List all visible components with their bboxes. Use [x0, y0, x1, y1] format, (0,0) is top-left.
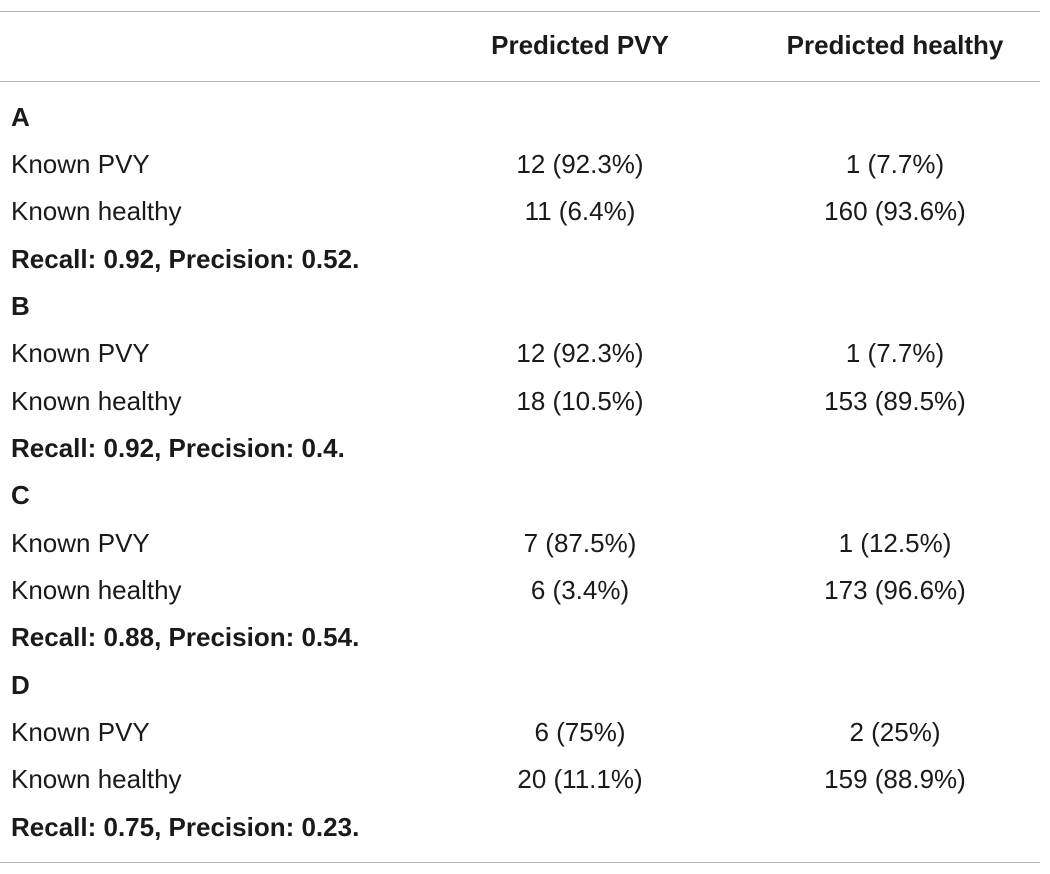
table-row: Known healthy 6 (3.4%) 173 (96.6%): [0, 567, 1040, 614]
header-predicted-healthy: Predicted healthy: [786, 30, 1004, 60]
table-row: Known PVY 12 (92.3%) 1 (7.7%): [0, 141, 1040, 188]
cell-predicted-healthy: 1 (7.7%): [845, 338, 945, 368]
summary-text: Recall: 0.92, Precision: 0.4.: [11, 433, 345, 463]
section-label-row: A: [0, 94, 1040, 141]
table-row: Known healthy 11 (6.4%) 160 (93.6%): [0, 188, 1040, 235]
section-label-row: B: [0, 283, 1040, 330]
summary-row: Recall: 0.88, Precision: 0.54.: [0, 614, 1040, 661]
section-label-row: D: [0, 662, 1040, 709]
section-label: B: [11, 291, 30, 321]
row-label: Known healthy: [11, 386, 182, 416]
cell-predicted-healthy: 153 (89.5%): [824, 386, 966, 416]
section-label: D: [11, 670, 30, 700]
row-label: Known healthy: [11, 764, 182, 794]
cell-predicted-pvy: 6 (3.4%): [530, 575, 630, 605]
summary-text: Recall: 0.92, Precision: 0.52.: [11, 244, 360, 274]
row-label: Known healthy: [11, 196, 182, 226]
row-label: Known PVY: [11, 528, 150, 558]
summary-row: Recall: 0.92, Precision: 0.4.: [0, 425, 1040, 472]
summary-text: Recall: 0.75, Precision: 0.23.: [11, 812, 360, 842]
summary-row: Recall: 0.75, Precision: 0.23.: [0, 804, 1040, 851]
row-label: Known PVY: [11, 149, 150, 179]
section-label: A: [11, 102, 30, 132]
cell-predicted-pvy: 12 (92.3%): [516, 338, 644, 368]
table-header-row: Predicted PVY Predicted healthy: [0, 22, 1040, 69]
table-row: Known PVY 6 (75%) 2 (25%): [0, 709, 1040, 756]
row-label: Known PVY: [11, 717, 150, 747]
table-row: Known healthy 18 (10.5%) 153 (89.5%): [0, 378, 1040, 425]
table-top-rule: [0, 11, 1040, 12]
section-label: C: [11, 480, 30, 510]
table-bottom-rule: [0, 862, 1040, 863]
table-row: Known PVY 12 (92.3%) 1 (7.7%): [0, 330, 1040, 377]
cell-predicted-healthy: 2 (25%): [849, 717, 941, 747]
table-header-rule: [0, 81, 1040, 82]
cell-predicted-healthy: 1 (12.5%): [838, 528, 952, 558]
cell-predicted-pvy: 7 (87.5%): [523, 528, 637, 558]
header-predicted-pvy: Predicted PVY: [491, 30, 669, 60]
section-label-row: C: [0, 472, 1040, 519]
summary-text: Recall: 0.88, Precision: 0.54.: [11, 622, 360, 652]
cell-predicted-healthy: 1 (7.7%): [845, 149, 945, 179]
cell-predicted-pvy: 11 (6.4%): [524, 196, 636, 226]
summary-row: Recall: 0.92, Precision: 0.52.: [0, 236, 1040, 283]
cell-predicted-pvy: 6 (75%): [534, 717, 626, 747]
cell-predicted-pvy: 20 (11.1%): [517, 764, 643, 794]
row-label: Known PVY: [11, 338, 150, 368]
table-row: Known PVY 7 (87.5%) 1 (12.5%): [0, 520, 1040, 567]
table-row: Known healthy 20 (11.1%) 159 (88.9%): [0, 756, 1040, 803]
cell-predicted-healthy: 173 (96.6%): [824, 575, 966, 605]
cell-predicted-healthy: 160 (93.6%): [824, 196, 966, 226]
cell-predicted-healthy: 159 (88.9%): [824, 764, 966, 794]
row-label: Known healthy: [11, 575, 182, 605]
cell-predicted-pvy: 18 (10.5%): [516, 386, 644, 416]
cell-predicted-pvy: 12 (92.3%): [516, 149, 644, 179]
